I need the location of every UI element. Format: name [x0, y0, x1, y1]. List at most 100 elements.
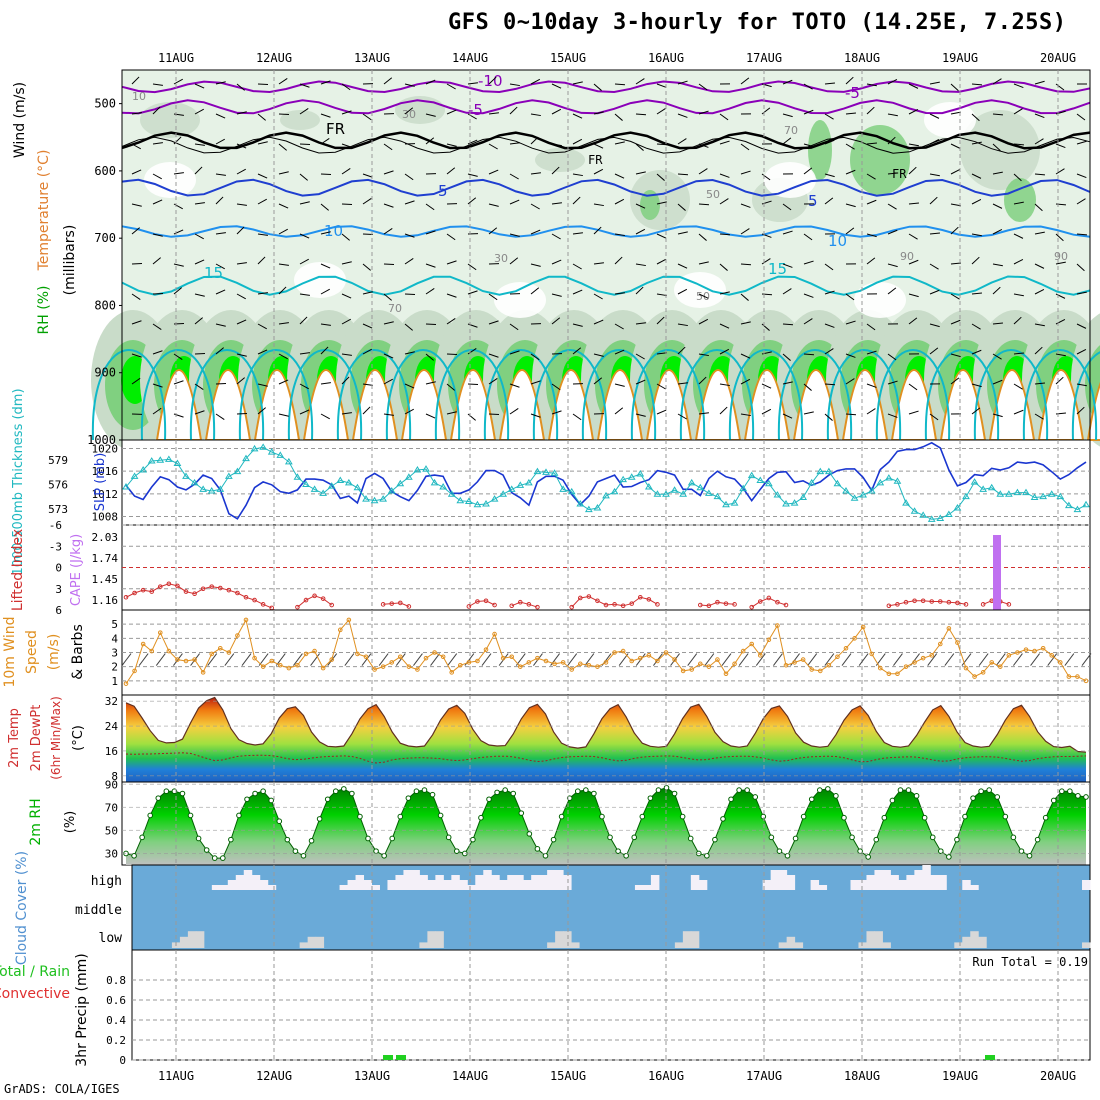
rh-point — [349, 790, 355, 797]
lifted-index-point — [886, 603, 892, 609]
wind-barb — [593, 168, 604, 175]
wind-barb — [677, 113, 688, 118]
wind-barb — [1076, 233, 1088, 236]
wind-barb — [845, 76, 854, 85]
wind-barb — [950, 226, 959, 235]
wind-barb — [1055, 233, 1064, 242]
wind-barb — [656, 352, 667, 355]
wind-barb — [1013, 143, 1025, 146]
wind-barb — [446, 353, 458, 356]
wind-barb — [782, 230, 793, 235]
rh-tick-label: 90 — [105, 778, 118, 791]
wind-barb — [467, 413, 476, 421]
wind-barb-10m — [1064, 653, 1075, 666]
rh-point — [599, 813, 605, 820]
cloud-bar-high — [443, 880, 452, 890]
rh-point — [833, 793, 839, 799]
wind-barb — [1076, 198, 1086, 205]
rh-point — [542, 852, 549, 859]
isotherm-20 — [581, 349, 657, 441]
rh-point — [211, 855, 218, 861]
wind-barb — [299, 83, 310, 88]
wind-speed-point — [792, 660, 797, 665]
thickness-point — [867, 487, 876, 494]
lifted-index-point — [235, 590, 240, 596]
wind-barb — [698, 261, 709, 265]
thickness-point — [533, 467, 542, 475]
wind-barb — [1076, 263, 1085, 272]
rh-point — [583, 787, 589, 793]
wind-barb — [404, 323, 413, 331]
lifted-index-point — [595, 598, 600, 604]
wind-barb — [194, 233, 204, 240]
freezing-label: FR — [892, 167, 907, 181]
wind-barb — [740, 170, 751, 175]
wind-speed-point — [440, 654, 446, 660]
wind-barb — [1076, 173, 1087, 179]
wind-barb — [278, 379, 289, 385]
rh-point — [663, 784, 670, 791]
wind-tick-label: 1 — [111, 675, 118, 688]
thickness-point — [859, 491, 868, 498]
isotherm-20 — [385, 349, 461, 441]
wind-barb — [698, 293, 709, 299]
thickness-point — [644, 482, 653, 490]
wind-barb — [299, 143, 311, 146]
cloud-bar-high — [387, 880, 396, 890]
wind-speed-point — [886, 671, 892, 677]
cloud-bar-high — [371, 885, 380, 890]
wind-barb — [404, 257, 414, 265]
wind-barb — [992, 113, 1004, 116]
wind-barb — [131, 76, 140, 85]
wind-barb-10m — [841, 653, 852, 666]
rh-point — [946, 854, 952, 860]
cloud-ylabel: Cloud Cover (%) — [14, 851, 30, 965]
wind-barb — [908, 383, 918, 391]
rh-point — [341, 786, 347, 792]
wind-barb — [194, 166, 203, 175]
isotherm-20 — [532, 349, 608, 441]
thickness-point — [559, 485, 568, 492]
rh-contour-label: 30 — [494, 252, 508, 265]
wind-barb — [614, 233, 625, 237]
rh-patch — [535, 148, 585, 172]
date-tick-label-top: 11AUG — [158, 51, 194, 65]
thickness-point — [139, 465, 148, 473]
wind-speed-point — [312, 648, 317, 654]
date-tick-label-top: 19AUG — [942, 51, 978, 65]
wind-barb — [257, 233, 268, 236]
wind-barb — [1034, 203, 1043, 212]
lifted-index-point — [166, 581, 172, 587]
cape-tick-label: 1.16 — [92, 594, 119, 607]
wind-barb — [824, 113, 834, 120]
lifted-index-point — [303, 597, 309, 603]
date-tick-label-top: 17AUG — [746, 51, 782, 65]
wind-barb — [1034, 323, 1045, 327]
li-tick-label: 3 — [55, 583, 62, 596]
thickness-point — [610, 487, 619, 495]
wind-barb — [1076, 323, 1087, 329]
lifted-index-point — [723, 601, 729, 606]
cloud-bar-low — [866, 931, 875, 948]
rh-point — [970, 795, 976, 801]
wind-barb-10m — [893, 653, 903, 666]
wind-speed-point — [749, 641, 755, 647]
wind-speed-point — [406, 664, 412, 669]
cloud-level-label: low — [99, 931, 123, 946]
rh-point — [1067, 788, 1073, 795]
precip-tick-label: 0.8 — [106, 974, 126, 987]
isotherm-20 — [189, 349, 265, 441]
rh-point — [1075, 793, 1081, 799]
wind-barb — [929, 113, 940, 119]
thickness-point — [344, 478, 353, 486]
wind-barb — [320, 80, 331, 85]
precip-legend-convective: Convective — [0, 986, 70, 1002]
isotherm-20 — [336, 349, 412, 441]
wind-barb — [887, 353, 897, 361]
wind-barb — [803, 83, 813, 90]
wind-barb — [362, 173, 373, 178]
wind-speed-point — [612, 650, 617, 655]
wind-speed-point — [1066, 674, 1072, 679]
wind-barb-10m — [995, 653, 1006, 666]
wind-barb — [152, 233, 163, 237]
